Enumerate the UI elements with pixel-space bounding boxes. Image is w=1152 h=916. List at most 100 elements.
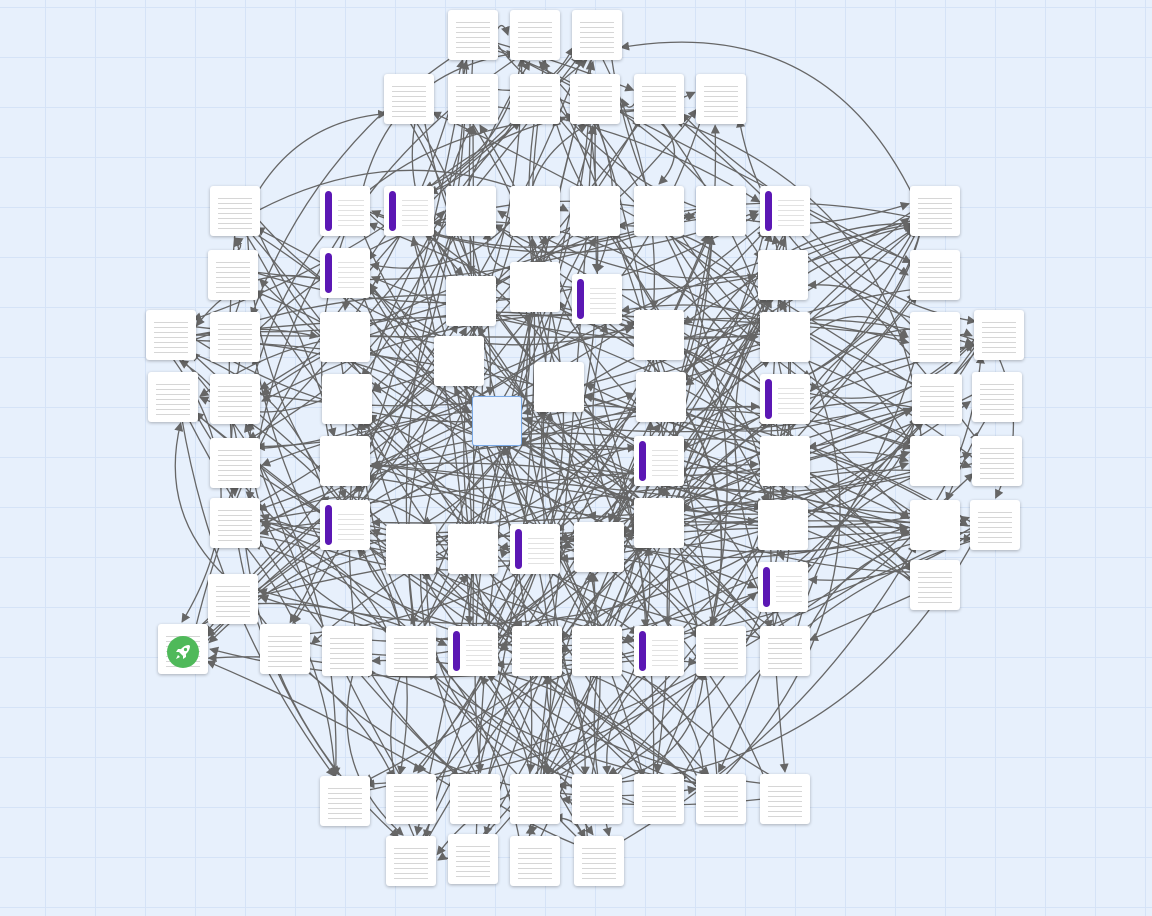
flow-node[interactable] [148,372,198,422]
flow-node[interactable] [320,776,370,826]
flow-node[interactable] [386,626,436,676]
flow-node[interactable] [448,74,498,124]
connection-edge[interactable] [554,224,919,533]
connection-edge[interactable] [206,660,456,790]
flow-node[interactable] [912,374,962,424]
flow-node-empty[interactable] [758,250,808,300]
connection-edge[interactable] [807,280,916,330]
connection-edge[interactable] [422,569,585,782]
connection-edge[interactable] [479,124,655,778]
connection-edge[interactable] [610,667,708,780]
connection-edge[interactable] [605,229,770,503]
flow-node-marked[interactable] [510,524,560,574]
connection-edge[interactable] [359,226,641,506]
connection-edge[interactable] [430,657,698,790]
flow-node[interactable] [260,624,310,674]
flow-node-marked[interactable] [320,500,370,550]
connection-edge[interactable] [502,446,530,529]
flow-node[interactable] [210,312,260,362]
connection-edge[interactable] [363,419,646,783]
connection-edge[interactable] [557,300,917,515]
flow-node-empty[interactable] [634,310,684,360]
connection-edge[interactable] [556,667,705,786]
connection-edge[interactable] [366,463,758,526]
connection-edge[interactable] [486,294,768,635]
flow-node[interactable] [386,836,436,886]
flow-node-empty[interactable] [322,374,372,424]
connection-edge[interactable] [495,659,703,788]
flow-node[interactable] [634,774,684,824]
connection-edge[interactable] [682,406,766,450]
connection-edge[interactable] [480,421,656,840]
connection-edge[interactable] [804,256,909,276]
flow-node[interactable] [448,10,498,60]
connection-edge[interactable] [368,109,640,261]
flow-node[interactable] [384,74,434,124]
connection-edge[interactable] [364,416,769,785]
flow-node-empty[interactable] [910,500,960,550]
flow-node-empty[interactable] [534,362,584,412]
connection-edge[interactable] [461,382,552,836]
flow-node-empty[interactable] [634,186,684,236]
flow-node[interactable] [696,626,746,676]
flow-node[interactable] [760,774,810,824]
connection-edge[interactable] [602,670,651,776]
connection-edge[interactable] [194,412,704,787]
flow-node-empty[interactable] [634,498,684,548]
connection-edge[interactable] [808,593,916,642]
connection-edge[interactable] [475,60,596,838]
connection-edge[interactable] [542,59,716,630]
flow-node-empty[interactable] [574,522,624,572]
flow-node[interactable] [972,436,1022,486]
flow-node[interactable] [210,438,260,488]
flow-node-empty[interactable] [760,312,810,362]
flow-node-marked[interactable] [758,562,808,612]
connection-edge[interactable] [489,220,913,451]
flow-node[interactable] [572,10,622,60]
flow-node[interactable] [386,774,436,824]
flow-node[interactable] [210,498,260,548]
flow-node[interactable] [510,74,560,124]
flow-node-empty[interactable] [446,186,496,236]
connection-edge[interactable] [795,421,924,633]
connection-edge[interactable] [251,112,576,386]
flow-node[interactable] [634,74,684,124]
connection-edge[interactable] [370,461,762,523]
selected-node[interactable] [472,396,522,446]
flow-node[interactable] [512,626,562,676]
connection-edge[interactable] [799,415,919,512]
flow-node-empty[interactable] [434,336,484,386]
flow-node[interactable] [760,626,810,676]
flow-node-marked[interactable] [448,626,498,676]
connection-edge[interactable] [260,402,641,542]
flow-node-empty[interactable] [636,372,686,422]
connection-edge[interactable] [371,367,439,394]
connection-edge[interactable] [610,670,708,783]
connection-edge[interactable] [542,675,590,780]
connection-edge[interactable] [428,113,520,195]
connection-edge[interactable] [806,451,909,463]
flow-node[interactable] [696,74,746,124]
connection-edge[interactable] [806,316,909,338]
flow-node[interactable] [322,626,372,676]
flow-node[interactable] [208,250,258,300]
flow-node-empty[interactable] [760,436,810,486]
connection-edge[interactable] [298,665,395,780]
flow-node-empty[interactable] [320,436,370,486]
flow-node[interactable] [910,312,960,362]
flow-node[interactable] [570,74,620,124]
connection-edge[interactable] [684,345,766,386]
flow-node-empty[interactable] [320,312,370,362]
flow-node-marked[interactable] [320,186,370,236]
flow-node[interactable] [448,834,498,884]
flow-node[interactable] [510,774,560,824]
flow-node[interactable] [450,774,500,824]
flow-node[interactable] [574,836,624,886]
flow-node[interactable] [910,250,960,300]
flow-node-empty[interactable] [696,186,746,236]
flow-node-empty[interactable] [570,186,620,236]
flow-node[interactable] [146,310,196,360]
flow-node-empty[interactable] [446,276,496,326]
connection-edge[interactable] [370,275,764,340]
